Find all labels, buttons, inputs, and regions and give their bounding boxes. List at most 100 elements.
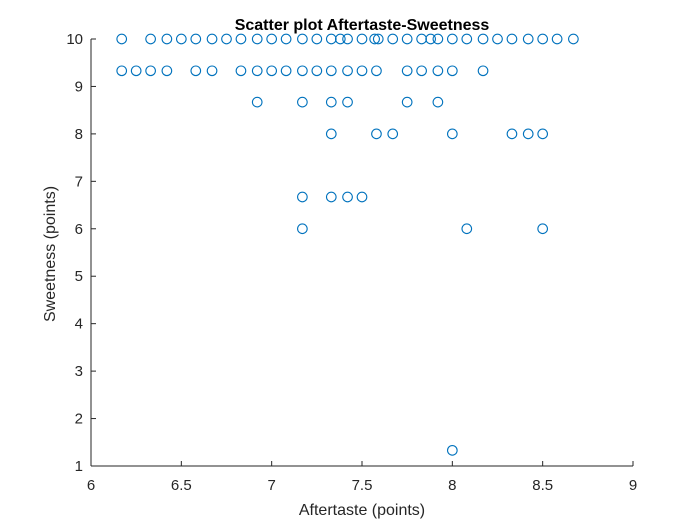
data-point — [492, 33, 503, 45]
data-point — [432, 96, 444, 108]
data-point — [461, 223, 473, 235]
data-point — [522, 128, 534, 140]
data-point — [356, 191, 368, 203]
data-point — [387, 128, 399, 140]
y-axis-label: Sweetness (points) — [42, 186, 59, 322]
y-tick-label: 3 — [75, 363, 83, 380]
data-point — [130, 65, 142, 77]
data-point — [568, 33, 579, 45]
x-tick-label: 7 — [267, 477, 275, 494]
data-point — [206, 33, 218, 45]
data-point — [161, 65, 173, 77]
data-point — [416, 33, 427, 45]
data-point — [446, 444, 458, 456]
data-point — [325, 191, 337, 203]
data-point — [425, 33, 437, 45]
data-point — [522, 33, 534, 45]
y-tick-label: 7 — [75, 173, 83, 190]
y-tick-label: 10 — [66, 31, 83, 48]
data-point — [280, 65, 292, 77]
x-axis-label: Aftertaste (points) — [299, 502, 425, 519]
data-point — [161, 33, 173, 45]
data-point — [537, 223, 549, 235]
data-point — [221, 33, 232, 45]
data-point — [325, 33, 337, 45]
data-point — [297, 96, 308, 108]
data-point — [325, 96, 337, 108]
data-point — [401, 65, 413, 77]
y-tick-label: 5 — [75, 268, 83, 285]
data-point — [235, 33, 247, 45]
data-point — [334, 33, 346, 45]
x-tick-label: 9 — [629, 477, 637, 494]
data-point — [371, 65, 382, 77]
y-tick-label: 6 — [75, 221, 83, 238]
data-point — [266, 65, 278, 77]
x-tick-label: 6 — [87, 477, 95, 494]
data-point — [342, 96, 353, 108]
data-point — [416, 65, 427, 77]
data-point — [190, 65, 202, 77]
data-point — [446, 65, 458, 77]
data-point — [446, 128, 458, 140]
data-point — [432, 65, 444, 77]
data-point — [251, 65, 263, 77]
data-point — [356, 33, 368, 45]
data-point — [297, 65, 308, 77]
data-point — [506, 33, 518, 45]
y-tick-label: 8 — [75, 126, 83, 143]
data-point — [342, 33, 353, 45]
data-point — [297, 33, 308, 45]
data-point — [297, 191, 308, 203]
data-point — [145, 33, 156, 45]
data-point — [311, 33, 323, 45]
data-point — [342, 65, 353, 77]
data-point — [280, 33, 292, 45]
data-point — [311, 65, 323, 77]
data-point — [116, 33, 128, 45]
chart-title: Scatter plot Aftertaste-Sweetness — [235, 17, 490, 34]
data-point — [325, 128, 337, 140]
axes — [90, 39, 633, 467]
data-point — [369, 33, 380, 45]
data-point — [145, 65, 156, 77]
data-point — [251, 33, 263, 45]
y-tick-label: 4 — [75, 316, 83, 333]
data-point — [477, 65, 489, 77]
data-point — [401, 96, 413, 108]
data-point — [235, 65, 247, 77]
data-point — [116, 65, 128, 77]
data-point — [297, 223, 308, 235]
data-point — [325, 65, 337, 77]
x-ticks: 6 6.5 7 7.5 8 8.5 9 — [87, 461, 637, 494]
y-tick-label: 1 — [75, 458, 83, 475]
data-markers — [116, 33, 579, 456]
data-point — [175, 33, 187, 45]
data-point — [401, 33, 413, 45]
data-point — [251, 96, 263, 108]
data-point — [551, 33, 563, 45]
data-point — [206, 65, 218, 77]
data-point — [446, 33, 458, 45]
data-point — [371, 128, 382, 140]
data-point — [461, 33, 473, 45]
data-point — [372, 33, 384, 45]
data-point — [537, 33, 549, 45]
data-point — [356, 65, 368, 77]
data-point — [506, 128, 518, 140]
x-tick-label: 6.5 — [171, 477, 192, 494]
data-point — [190, 33, 202, 45]
x-tick-label: 7.5 — [352, 477, 373, 494]
data-point — [477, 33, 489, 45]
y-tick-label: 2 — [75, 411, 83, 428]
data-point — [342, 191, 353, 203]
data-point — [387, 33, 399, 45]
y-ticks: 1 2 3 4 5 6 7 8 9 10 — [66, 31, 96, 475]
data-point — [537, 128, 549, 140]
x-tick-label: 8.5 — [532, 477, 553, 494]
data-point — [266, 33, 278, 45]
y-tick-label: 9 — [75, 78, 83, 95]
x-tick-label: 8 — [448, 477, 456, 494]
